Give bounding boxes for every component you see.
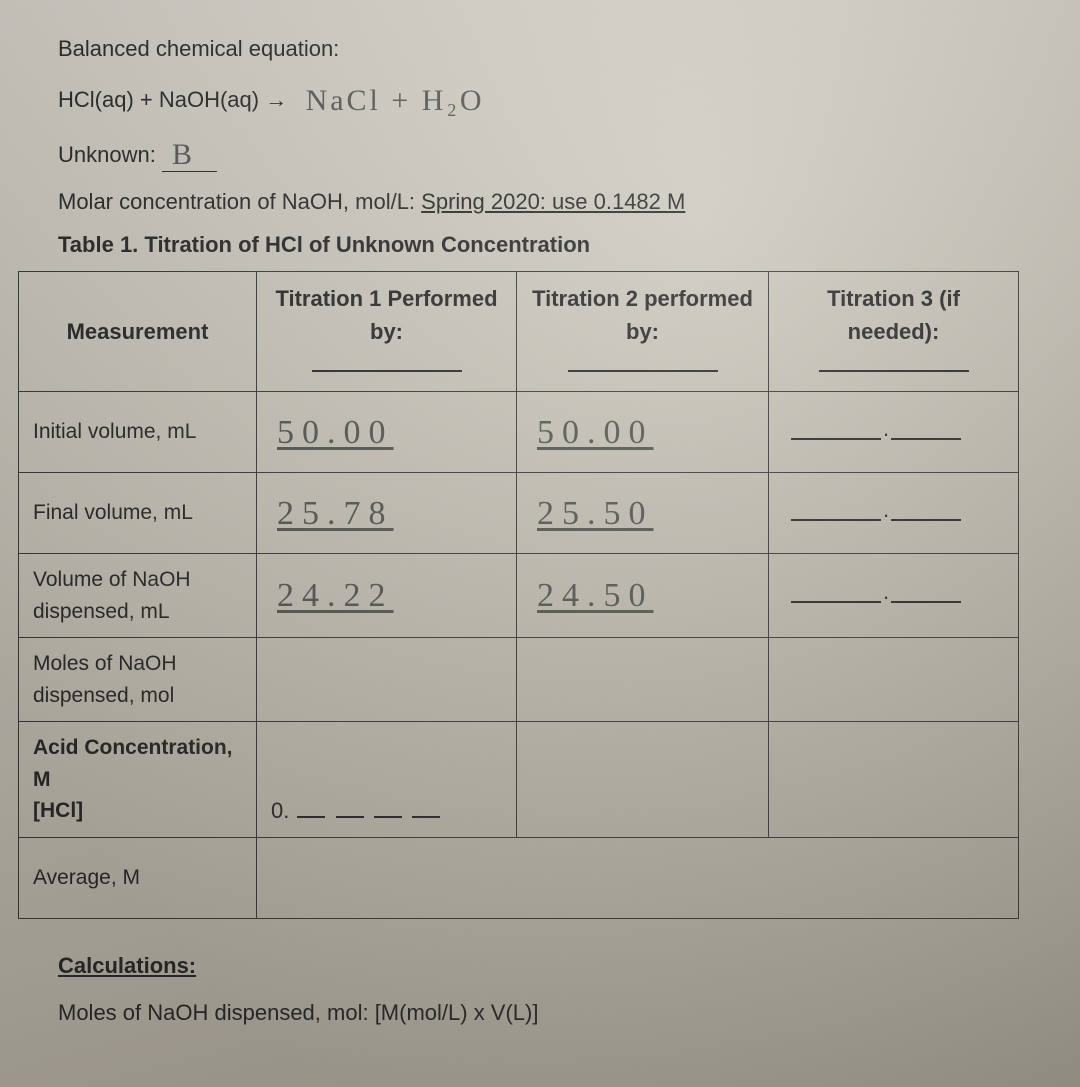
row-mol-naoh: Moles of NaOH dispensed, mol <box>19 638 1019 722</box>
titration-table: Measurement Titration 1 Performed by: Ti… <box>18 271 1019 919</box>
cell-final-t2: 25.50 <box>517 473 769 554</box>
calculations-section: Calculations: Moles of NaOH dispensed, m… <box>58 949 1058 1087</box>
label-mol-naoh-l1: Moles of NaOH <box>33 648 242 680</box>
molar-prefix: Molar concentration of NaOH, mol/L: <box>58 189 421 214</box>
col-header-t3-text: Titration 3 (if needed): <box>783 282 1004 348</box>
table-title: Table 1. Titration of HCl of Unknown Con… <box>58 228 1058 261</box>
row-initial-volume: Initial volume, mL 50.00 50.00 . <box>19 392 1019 473</box>
hw-volnaoh-t1: 24.22 <box>271 577 394 614</box>
label-mol-naoh: Moles of NaOH dispensed, mol <box>19 638 257 722</box>
calculations-title: Calculations: <box>58 949 1058 982</box>
col-header-t1: Titration 1 Performed by: <box>257 272 517 392</box>
cell-initial-t3: . <box>769 392 1019 473</box>
balanced-equation-label: Balanced chemical equation: <box>58 32 1058 65</box>
hw-volnaoh-t2: 24.50 <box>531 577 654 614</box>
work-space-1 <box>58 1029 1058 1087</box>
cell-final-t1: 25.78 <box>257 473 517 554</box>
cell-molnaoh-t2 <box>517 638 769 722</box>
hw-initial-t2: 50.00 <box>531 414 654 451</box>
label-vol-naoh-l2: dispensed, mL <box>33 596 242 628</box>
cell-volnaoh-t1: 24.22 <box>257 554 517 638</box>
row-vol-naoh: Volume of NaOH dispensed, mL 24.22 24.50… <box>19 554 1019 638</box>
molar-value: Spring 2020: use 0.1482 M <box>421 189 685 214</box>
row-acid-conc: Acid Concentration, M [HCl] 0. <box>19 722 1019 838</box>
handwritten-product: NaCl + H₂O <box>306 84 485 117</box>
t3-performer-blank <box>819 364 969 372</box>
label-final-volume: Final volume, mL <box>19 473 257 554</box>
table-header-row: Measurement Titration 1 Performed by: Ti… <box>19 272 1019 392</box>
hw-final-t1: 25.78 <box>271 495 394 532</box>
blank-volnaoh-t3: . <box>783 583 963 608</box>
cell-initial-t1: 50.00 <box>257 392 517 473</box>
blank-final-t3: . <box>783 501 963 526</box>
row-average: Average, M <box>19 837 1019 918</box>
label-vol-naoh-l1: Volume of NaOH <box>33 564 242 596</box>
cell-initial-t2: 50.00 <box>517 392 769 473</box>
cell-molnaoh-t3 <box>769 638 1019 722</box>
printed-equation: HCl(aq) + NaOH(aq) → <box>58 87 287 112</box>
label-acid-conc-l3: [HCl] <box>33 795 242 827</box>
label-acid-conc-l2: M <box>33 764 242 796</box>
col-header-t1-text: Titration 1 Performed by: <box>271 282 502 348</box>
col-header-t3: Titration 3 (if needed): <box>769 272 1019 392</box>
col-header-t2-text: Titration 2 performed by: <box>531 282 754 348</box>
cell-average <box>257 837 1019 918</box>
row-final-volume: Final volume, mL 25.78 25.50 . <box>19 473 1019 554</box>
col-header-t2: Titration 2 performed by: <box>517 272 769 392</box>
molar-concentration-line: Molar concentration of NaOH, mol/L: Spri… <box>58 185 1058 218</box>
label-initial-volume: Initial volume, mL <box>19 392 257 473</box>
unknown-label: Unknown: <box>58 142 156 167</box>
cell-volnaoh-t2: 24.50 <box>517 554 769 638</box>
label-acid-conc-l1: Acid Concentration, <box>33 732 242 764</box>
t2-performer-blank <box>568 364 718 372</box>
cell-acid-t3 <box>769 722 1019 838</box>
hw-initial-t1: 50.00 <box>271 414 394 451</box>
cell-final-t3: . <box>769 473 1019 554</box>
label-average: Average, M <box>19 837 257 918</box>
hw-final-t2: 25.50 <box>531 495 654 532</box>
equation-line: HCl(aq) + NaOH(aq) → NaCl + H₂O <box>58 75 1058 120</box>
cell-acid-t1: 0. <box>257 722 517 838</box>
label-acid-conc: Acid Concentration, M [HCl] <box>19 722 257 838</box>
cell-molnaoh-t1 <box>257 638 517 722</box>
unknown-line: Unknown: B <box>58 130 1058 175</box>
moles-formula-line: Moles of NaOH dispensed, mol: [M(mol/L) … <box>58 996 1058 1029</box>
worksheet-paper: Balanced chemical equation: HCl(aq) + Na… <box>0 0 1080 1087</box>
label-mol-naoh-l2: dispensed, mol <box>33 680 242 712</box>
cell-acid-t2 <box>517 722 769 838</box>
cell-volnaoh-t3: . <box>769 554 1019 638</box>
unknown-value: B <box>162 138 217 172</box>
label-vol-naoh: Volume of NaOH dispensed, mL <box>19 554 257 638</box>
acid-t1-prefix: 0. <box>271 798 289 823</box>
t1-performer-blank <box>312 364 462 372</box>
blank-initial-t3: . <box>783 420 963 445</box>
col-header-measurement: Measurement <box>19 272 257 392</box>
